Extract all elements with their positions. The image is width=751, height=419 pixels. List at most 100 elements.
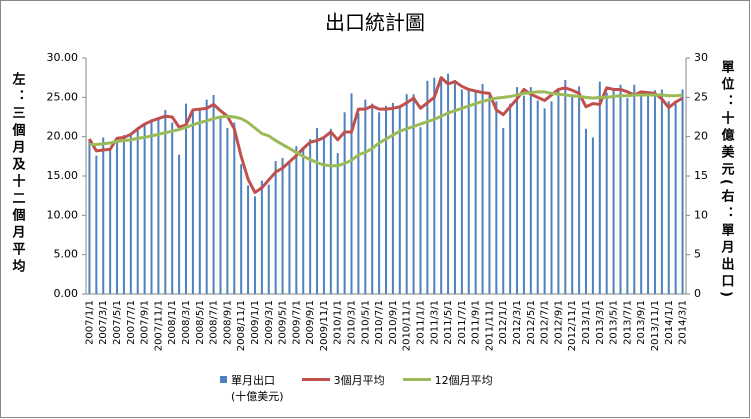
chart-title: 出口統計圖 — [325, 11, 425, 35]
x-tick-label: 2012/11/1 — [567, 300, 578, 351]
bar — [109, 148, 112, 294]
x-tick-label: 2013/9/1 — [636, 300, 647, 345]
bar — [398, 105, 401, 294]
bar — [543, 108, 546, 294]
bar — [233, 122, 236, 294]
bar — [495, 101, 498, 295]
bar — [198, 109, 201, 294]
bar — [343, 112, 346, 294]
x-tick-label: 2011/9/1 — [471, 300, 482, 345]
line — [88, 76, 684, 195]
bar — [129, 135, 132, 294]
bar — [440, 79, 443, 295]
y-tick-label: 25.00 — [47, 90, 79, 103]
x-tick-label: 2008/5/1 — [195, 300, 206, 345]
bar — [226, 128, 229, 294]
x-tick-label: 2009/1/1 — [250, 300, 261, 345]
x-tick-label: 2011/7/1 — [457, 300, 468, 345]
y2-tick-label: 25 — [694, 90, 708, 103]
y-tick-label: 30.00 — [47, 51, 79, 64]
bar — [578, 86, 581, 294]
bar — [674, 103, 677, 294]
bar — [453, 80, 456, 294]
bar — [460, 89, 463, 294]
bar — [474, 90, 477, 295]
bar — [316, 128, 319, 294]
bar — [357, 113, 360, 294]
bar — [260, 180, 263, 294]
legend-label: 3個月平均 — [333, 374, 385, 387]
x-tick-label: 2008/7/1 — [209, 300, 220, 345]
x-tick-label: 2009/7/1 — [291, 300, 302, 345]
x-tick-label: 2012/5/1 — [526, 300, 537, 345]
x-tick-label: 2007/1/1 — [84, 300, 95, 345]
y-tick-label: 15.00 — [47, 169, 79, 182]
x-tick-label: 2013/7/1 — [622, 300, 633, 345]
bar — [557, 88, 560, 295]
legend-item: 3個月平均 — [301, 372, 385, 404]
bar — [191, 109, 194, 294]
x-tick-label: 2007/5/1 — [112, 300, 123, 345]
bar — [350, 93, 353, 295]
bar — [247, 185, 250, 294]
legend-label: 單月出口 (十億美元) — [231, 374, 284, 403]
bar — [633, 84, 636, 294]
bar — [571, 95, 574, 294]
y-tick-label: 5.00 — [54, 248, 79, 261]
y-tick-label: 0.00 — [54, 287, 79, 300]
x-tick-label: 2012/3/1 — [512, 300, 523, 345]
y2-tick-label: 5 — [694, 248, 701, 261]
bar — [364, 99, 367, 295]
bar — [329, 128, 332, 294]
bar — [122, 135, 125, 294]
bar — [419, 127, 422, 294]
bar — [681, 89, 684, 294]
x-tick-label: 2012/1/1 — [498, 300, 509, 345]
x-tick-label: 2012/9/1 — [553, 300, 564, 345]
legend-swatch — [402, 378, 431, 381]
bar — [274, 161, 277, 294]
x-tick-label: 2011/5/1 — [443, 300, 454, 345]
bar — [640, 94, 643, 294]
bar — [529, 87, 532, 295]
bar — [240, 164, 243, 294]
bar — [591, 137, 594, 294]
x-tick-label: 2014/3/1 — [678, 300, 689, 345]
bar — [585, 128, 587, 294]
x-tick-label: 2014/1/1 — [664, 300, 675, 345]
legend-item: 12個月平均 — [402, 372, 493, 404]
bar — [502, 128, 505, 294]
bar — [281, 157, 284, 294]
bar — [185, 103, 187, 294]
line — [89, 90, 683, 168]
bar — [564, 80, 567, 294]
bar — [481, 83, 484, 295]
bar — [178, 154, 181, 294]
bar — [371, 103, 374, 294]
x-tick-label: 2009/9/1 — [305, 300, 316, 345]
x-tick-label: 2011/11/1 — [484, 300, 495, 351]
bar — [412, 94, 415, 294]
bar — [143, 124, 146, 294]
x-tick-label: 2007/3/1 — [98, 300, 109, 345]
bar — [509, 103, 512, 294]
y2-tick-label: 15 — [694, 169, 708, 182]
bar — [336, 153, 339, 294]
x-tick-label: 2008/9/1 — [222, 300, 233, 345]
x-tick-label: 2010/5/1 — [360, 300, 371, 345]
x-tick-label: 2013/1/1 — [581, 300, 592, 345]
x-tick-label: 2011/1/1 — [415, 300, 426, 345]
x-tick-label: 2010/11/1 — [402, 300, 413, 351]
legend-swatch — [301, 378, 330, 381]
y2-axis-title: 單位：十億美元(右：單月出口) — [719, 60, 736, 301]
bar — [619, 84, 622, 294]
x-tick-label: 2008/3/1 — [181, 300, 192, 345]
x-tick-label: 2011/3/1 — [429, 300, 440, 345]
bar — [467, 88, 470, 295]
bar — [171, 122, 174, 294]
x-tick-label: 2007/7/1 — [126, 300, 137, 345]
bar — [660, 89, 663, 294]
